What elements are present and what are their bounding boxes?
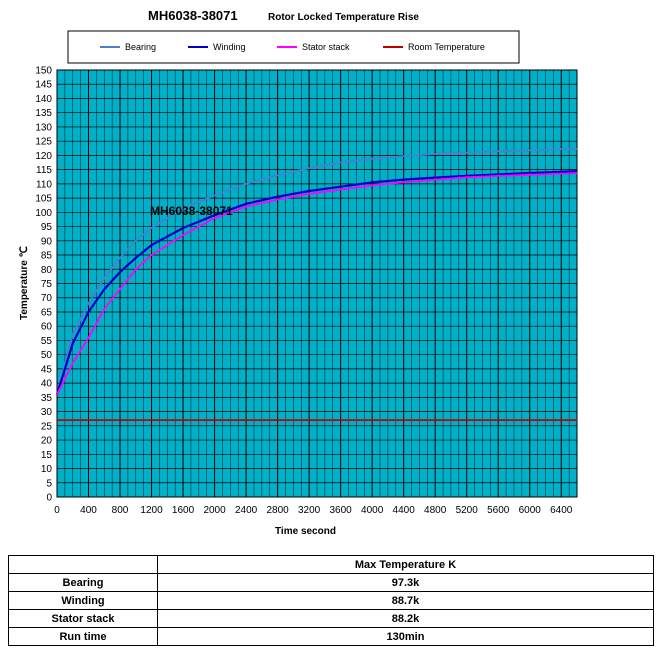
y-tick-label: 10 [41, 464, 53, 475]
y-tick-label: 140 [35, 94, 52, 105]
x-tick-label: 6400 [550, 505, 573, 516]
x-axis-label: Time second [275, 526, 336, 537]
row-value: 88.2k [157, 609, 654, 628]
x-tick-label: 400 [80, 505, 97, 516]
y-tick-label: 115 [36, 165, 52, 176]
series-line-winding [55, 170, 578, 395]
y-tick-label: 75 [41, 279, 53, 290]
x-tick-label: 2800 [266, 505, 289, 516]
grid-lines [57, 70, 577, 497]
y-tick-label: 35 [41, 393, 53, 404]
table-row: Winding 88.7k [8, 591, 654, 610]
table-header-row: Max Temperature K [8, 555, 654, 574]
y-tick-label: 120 [35, 151, 52, 162]
legend-label-bearing: Bearing [125, 42, 156, 52]
row-value: 88.7k [157, 591, 654, 610]
x-axis-ticks: 0 400 800 1200 1600 2000 2400 2800 3200 3600 4000 4… [54, 505, 573, 516]
x-tick-label: 800 [112, 505, 129, 516]
y-tick-label: 60 [41, 322, 53, 333]
y-tick-label: 150 [35, 66, 52, 77]
y-tick-label: 0 [46, 493, 52, 504]
x-tick-label: 2000 [203, 505, 226, 516]
y-tick-label: 105 [35, 194, 52, 205]
legend-label-room-temperature: Room Temperature [408, 42, 485, 52]
row-label: Bearing [8, 573, 158, 592]
x-tick-label: 2400 [235, 505, 258, 516]
row-label: Run time [8, 627, 158, 646]
table-row: Bearing 97.3k [8, 573, 654, 592]
x-tick-label: 1600 [172, 505, 195, 516]
x-tick-label: 4000 [361, 505, 384, 516]
y-tick-label: 95 [41, 222, 53, 233]
y-tick-label: 5 [46, 478, 52, 489]
y-tick-label: 65 [41, 307, 53, 318]
y-tick-label: 80 [41, 265, 53, 276]
row-label: Stator stack [8, 609, 158, 628]
y-tick-label: 25 [41, 421, 53, 432]
row-value: 130min [157, 627, 654, 646]
series-line-stator-stack [56, 172, 578, 395]
chart-subtitle: Rotor Locked Temperature Rise [268, 12, 419, 23]
y-axis-ticks: 0 5 10 15 20 25 30 35 40 45 50 55 60 65 70 75 80 85 90 95 10… [35, 66, 52, 504]
y-tick-label: 135 [35, 108, 52, 119]
x-tick-label: 1200 [140, 505, 163, 516]
chart-title: MH6038-38071 [148, 8, 238, 23]
y-axis-label: Temperature ℃ [19, 246, 30, 320]
table-header-empty [8, 555, 158, 574]
x-tick-label: 3600 [330, 505, 353, 516]
x-tick-label: 6000 [519, 505, 542, 516]
x-tick-label: 3200 [298, 505, 321, 516]
y-tick-label: 70 [41, 293, 53, 304]
x-tick-label: 4800 [424, 505, 447, 516]
summary-table: Max Temperature K Bearing 97.3k Winding … [8, 555, 654, 646]
row-label: Winding [8, 591, 158, 610]
y-tick-label: 100 [35, 208, 52, 219]
temperature-rise-chart: MH6038-38071 Rotor Locked Temperature Ri… [19, 8, 578, 537]
row-value: 97.3k [157, 573, 654, 592]
y-tick-label: 145 [35, 80, 52, 91]
y-tick-label: 15 [41, 450, 53, 461]
table-row: Run time 130min [8, 627, 654, 646]
y-tick-label: 30 [41, 407, 53, 418]
series-line-bearing [56, 148, 578, 395]
x-tick-label: 0 [54, 505, 60, 516]
x-tick-label: 5600 [487, 505, 510, 516]
y-tick-label: 85 [41, 251, 53, 262]
y-tick-label: 55 [41, 336, 53, 347]
y-tick-label: 125 [35, 137, 52, 148]
x-tick-label: 5200 [456, 505, 479, 516]
chart-annotation: MH6038-38071 [150, 204, 233, 218]
x-tick-label: 4400 [393, 505, 416, 516]
series-lines [55, 148, 578, 422]
legend: Bearing Winding Stator stack Room Temper… [67, 30, 520, 64]
y-tick-label: 45 [41, 364, 53, 375]
y-tick-label: 50 [41, 350, 53, 361]
table-header: Max Temperature K [157, 555, 654, 574]
y-tick-label: 20 [41, 436, 53, 447]
y-tick-label: 40 [41, 379, 53, 390]
legend-label-winding: Winding [213, 42, 246, 52]
table-row: Stator stack 88.2k [8, 609, 654, 628]
y-tick-label: 130 [35, 122, 52, 133]
y-tick-label: 90 [41, 236, 53, 247]
legend-label-stator-stack: Stator stack [302, 42, 350, 52]
y-tick-label: 110 [36, 179, 52, 190]
